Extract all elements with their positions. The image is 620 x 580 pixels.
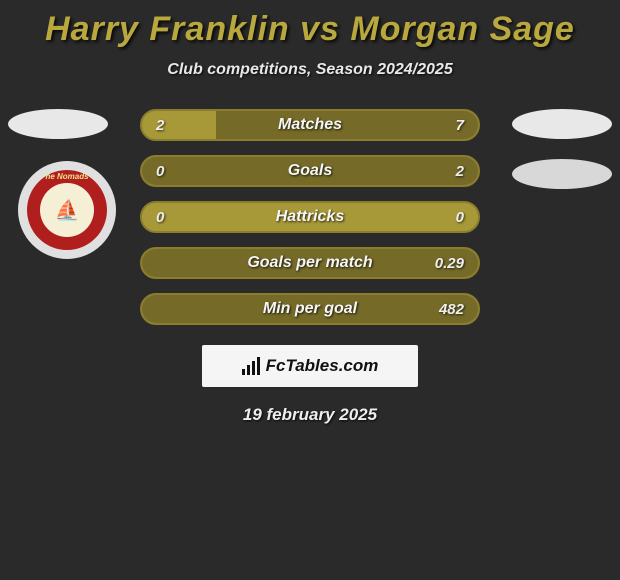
page-subtitle: Club competitions, Season 2024/2025 xyxy=(0,61,620,79)
right-ellipse-decor-2 xyxy=(512,159,612,189)
stat-bars: 2Matches70Goals20Hattricks0Goals per mat… xyxy=(140,109,480,325)
stat-row: 2Matches7 xyxy=(140,109,480,141)
stat-label: Hattricks xyxy=(142,208,478,226)
stat-right-value: 0 xyxy=(456,209,464,226)
badge-outer-ring: he Nomads ⛵ xyxy=(18,161,116,259)
badge-red-ring: he Nomads ⛵ xyxy=(27,170,107,250)
badge-inner: ⛵ xyxy=(40,183,94,237)
badge-arc-text: he Nomads xyxy=(27,172,107,181)
stat-label: Goals xyxy=(142,162,478,180)
comparison-card: Harry Franklin vs Morgan Sage Club compe… xyxy=(0,0,620,435)
stat-label: Matches xyxy=(142,116,478,134)
bar-chart-icon xyxy=(242,357,260,375)
brand-panel[interactable]: FcTables.com xyxy=(202,345,418,387)
stat-row: Min per goal482 xyxy=(140,293,480,325)
stat-row: Goals per match0.29 xyxy=(140,247,480,279)
left-ellipse-decor xyxy=(8,109,108,139)
stat-right-value: 7 xyxy=(456,117,464,134)
ship-icon: ⛵ xyxy=(55,198,80,223)
date-text: 19 february 2025 xyxy=(0,405,620,425)
brand-text: FcTables.com xyxy=(266,356,379,376)
stat-label: Min per goal xyxy=(142,300,478,318)
club-badge: he Nomads ⛵ xyxy=(18,161,116,259)
stats-section: he Nomads ⛵ 2Matches70Goals20Hattricks0G… xyxy=(0,109,620,325)
stat-right-value: 0.29 xyxy=(435,255,464,272)
page-title: Harry Franklin vs Morgan Sage xyxy=(0,10,620,49)
stat-row: 0Goals2 xyxy=(140,155,480,187)
stat-label: Goals per match xyxy=(142,254,478,272)
stat-row: 0Hattricks0 xyxy=(140,201,480,233)
right-ellipse-decor xyxy=(512,109,612,139)
stat-right-value: 482 xyxy=(439,301,464,318)
stat-right-value: 2 xyxy=(456,163,464,180)
